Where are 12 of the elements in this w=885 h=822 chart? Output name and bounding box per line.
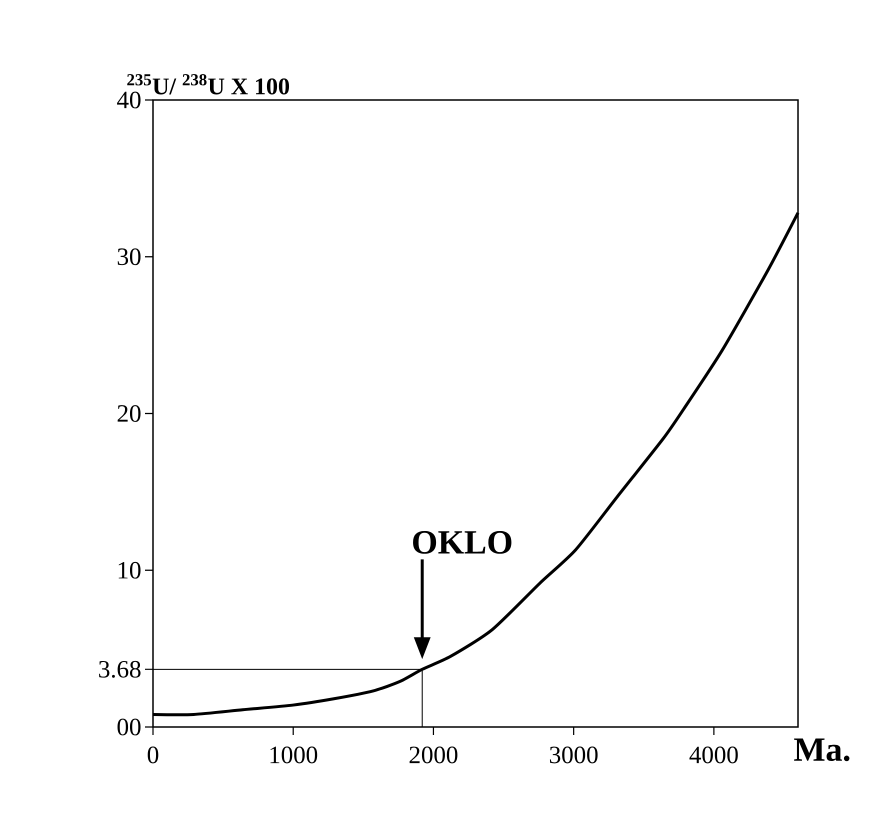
annotation: OKLO (413, 531, 512, 554)
x-tick-label: 0 (148, 746, 158, 764)
y-tick-label: 3.68 (99, 660, 141, 678)
x-tick-label: 2000 (410, 746, 458, 764)
y-tick-label: 00 (118, 718, 141, 736)
x-tick-label: 1000 (270, 746, 318, 764)
x-tick-label: 4000 (689, 746, 738, 764)
y-tick-label: 20 (118, 405, 141, 422)
y-tick-label: 30 (118, 248, 141, 266)
x-tick-label: 3000 (550, 746, 598, 764)
x-axis-title: Ma. (794, 738, 850, 762)
y-tick-label: 10 (118, 562, 141, 579)
